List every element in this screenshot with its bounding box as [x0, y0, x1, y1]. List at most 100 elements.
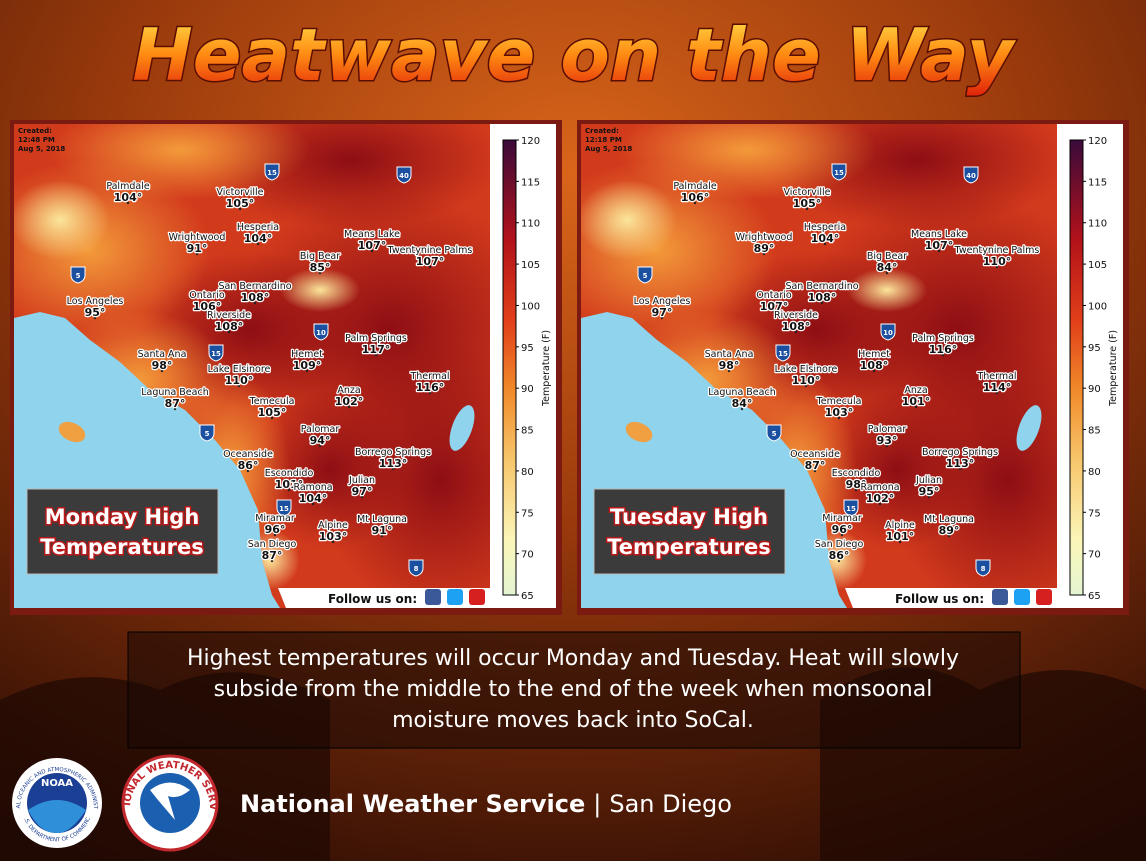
city-dot	[727, 369, 731, 373]
city-temp: 104°	[811, 232, 839, 245]
city-name: Laguna Beach	[141, 387, 208, 398]
city-name: Lake Elsinore	[208, 364, 271, 375]
city-temp: 117°	[362, 343, 390, 356]
created-text: Aug 5, 2018	[585, 145, 632, 153]
city-temp: 116°	[416, 381, 444, 394]
city-dot	[660, 316, 664, 320]
colorbar-tick-label: 100	[521, 301, 540, 312]
city-dot	[823, 242, 827, 246]
city-temp: 101°	[275, 478, 303, 491]
city-name: Miramar	[255, 513, 295, 524]
footer-org-name: National Weather Service	[240, 790, 585, 818]
city-dot	[273, 533, 277, 537]
colorbar-tick-label: 95	[521, 343, 534, 354]
city-name: Julian	[915, 475, 942, 486]
highway-shield	[975, 559, 991, 577]
city-temp: 106°	[681, 191, 709, 204]
city-dot	[205, 310, 209, 314]
caption-line: Highest temperatures will occur Monday a…	[187, 646, 959, 671]
city-name: Miramar	[822, 513, 862, 524]
city-name: Laguna Beach	[708, 387, 775, 398]
city-name: Oceanside	[223, 449, 273, 460]
city-temp: 91°	[187, 242, 208, 255]
colorbar-tick-label: 105	[1088, 260, 1107, 271]
city-name: Means Lake	[911, 229, 967, 240]
city-temp: 104°	[244, 232, 272, 245]
city-dot	[995, 265, 999, 269]
city-name: Palomar	[301, 424, 340, 435]
colorbar-tick-label: 115	[1088, 177, 1107, 188]
highway-shield	[199, 424, 215, 442]
city-dot	[238, 207, 242, 211]
highway-number: 15	[778, 350, 788, 358]
colorbar-tick-label: 115	[521, 177, 540, 188]
city-dot	[898, 540, 902, 544]
heat-zone	[14, 180, 110, 260]
city-dot	[374, 353, 378, 357]
island	[58, 421, 86, 443]
day-label: Temperatures	[40, 535, 204, 559]
highway-number: 8	[414, 565, 419, 573]
city-name: Santa Ana	[705, 349, 754, 360]
colorbar-tick-label: 100	[1088, 301, 1107, 312]
colorbar-tick-label: 110	[1088, 219, 1107, 230]
city-name: Mt Laguna	[924, 514, 974, 525]
highway-number: 15	[834, 169, 844, 177]
colorbar-tick-label: 90	[521, 384, 534, 395]
city-temp: 97°	[652, 306, 673, 319]
city-temp: 85°	[310, 261, 331, 274]
heat-zone	[617, 124, 877, 200]
city-name: Riverside	[207, 310, 251, 321]
colorbar-label: Temperature (F)	[541, 330, 552, 407]
city-name: Los Angeles	[634, 296, 691, 307]
city-name: Santa Ana	[138, 349, 187, 360]
highway-number: 10	[883, 329, 893, 337]
city-name: Ramona	[293, 482, 332, 493]
city-name: Hemet	[858, 349, 890, 360]
city-temp: 103°	[825, 406, 853, 419]
highway-shield	[637, 266, 653, 284]
colorbar-tick-label: 110	[521, 219, 540, 230]
city-temp: 96°	[832, 523, 853, 536]
social-icon	[425, 589, 441, 605]
city-name: Temecula	[249, 396, 295, 407]
highway-number: 15	[211, 350, 221, 358]
city-dot	[246, 469, 250, 473]
city-temp: 98°	[846, 478, 867, 491]
city-name: Thermal	[409, 371, 449, 382]
social-icon	[992, 589, 1008, 605]
city-temp: 94°	[310, 434, 331, 447]
city-dot	[318, 271, 322, 275]
city-dot	[347, 405, 351, 409]
city-dot	[126, 201, 130, 205]
follow-text: Follow us on:	[895, 592, 984, 606]
city-temp: 101°	[902, 395, 930, 408]
city-dot	[237, 384, 241, 388]
colorbar-tick-label: 95	[1088, 343, 1101, 354]
city-temp: 98°	[719, 359, 740, 372]
city-temp: 107°	[760, 300, 788, 313]
city-dot	[805, 207, 809, 211]
highway-number: 5	[205, 430, 210, 438]
city-dot	[927, 495, 931, 499]
colorbar-tick-label: 75	[1088, 508, 1101, 519]
city-dot	[958, 467, 962, 471]
city-dot	[878, 502, 882, 506]
city-temp: 95°	[919, 485, 940, 498]
created-text: 12:48 PM	[18, 136, 55, 144]
city-name: Wrightwood	[736, 232, 793, 243]
highway-number: 5	[76, 272, 81, 280]
city-dot	[311, 502, 315, 506]
city-name: Los Angeles	[67, 296, 124, 307]
city-dot	[740, 407, 744, 411]
city-dot	[270, 416, 274, 420]
city-name: Anza	[904, 385, 927, 396]
caption-box	[127, 631, 1021, 749]
city-name: Julian	[348, 475, 375, 486]
city-dot	[287, 488, 291, 492]
city-name: Temecula	[816, 396, 862, 407]
highway-shield	[264, 163, 280, 181]
city-name: Palm Springs	[912, 333, 974, 344]
city-dot	[693, 201, 697, 205]
city-dot	[854, 488, 858, 492]
